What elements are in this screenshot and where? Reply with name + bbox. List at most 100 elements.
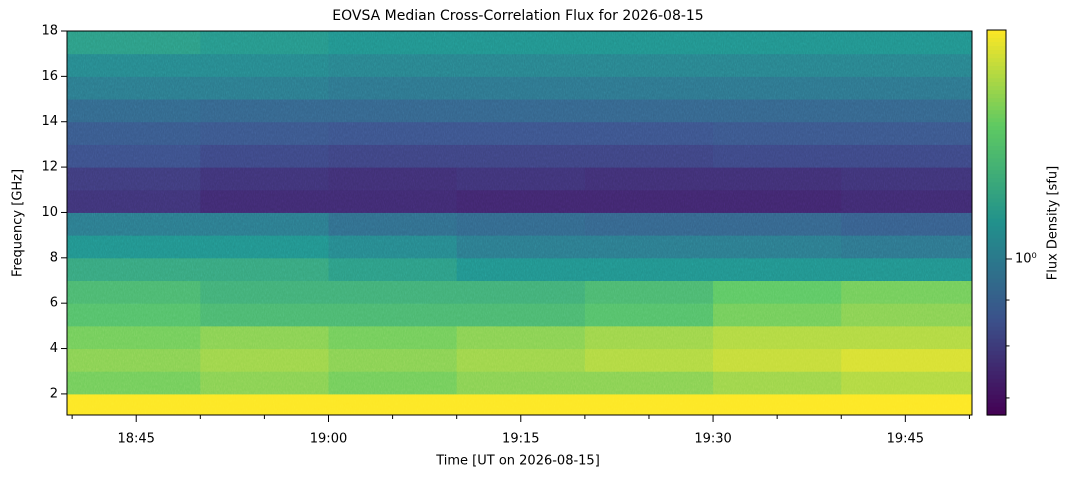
colorbar-band bbox=[987, 190, 1006, 196]
colorbar-band bbox=[987, 318, 1006, 324]
colorbar-band bbox=[987, 402, 1006, 408]
colorbar-band bbox=[987, 370, 1006, 376]
colorbar-band bbox=[987, 110, 1006, 115]
colorbar-band bbox=[987, 38, 1006, 43]
colorbar-band bbox=[987, 174, 1006, 179]
colorbar-band bbox=[987, 46, 1006, 51]
colorbar-band bbox=[987, 286, 1006, 292]
colorbar-band bbox=[987, 230, 1006, 236]
colorbar-band bbox=[987, 182, 1006, 188]
colorbar-band bbox=[987, 74, 1006, 79]
colorbar-band bbox=[987, 66, 1006, 71]
colorbar-band bbox=[987, 50, 1006, 55]
colorbar-band bbox=[987, 226, 1006, 232]
y-tick-label: 16 bbox=[41, 69, 58, 84]
colorbar-band bbox=[987, 186, 1006, 192]
colorbar-band bbox=[987, 70, 1006, 75]
colorbar-band bbox=[987, 382, 1006, 388]
colorbar-band bbox=[987, 126, 1006, 131]
colorbar-band bbox=[987, 146, 1006, 151]
colorbar-band bbox=[987, 234, 1006, 240]
x-tick-label: 19:00 bbox=[310, 432, 347, 447]
y-tick-label: 6 bbox=[50, 296, 58, 311]
colorbar-band bbox=[987, 222, 1006, 228]
colorbar-band bbox=[987, 54, 1006, 59]
colorbar-band bbox=[987, 130, 1006, 135]
colorbar-band bbox=[987, 238, 1006, 244]
colorbar-band bbox=[987, 94, 1006, 99]
colorbar-band bbox=[987, 390, 1006, 396]
colorbar-band bbox=[987, 358, 1006, 364]
colorbar-band bbox=[987, 334, 1006, 340]
y-tick-label: 18 bbox=[41, 24, 58, 39]
colorbar-band bbox=[987, 262, 1006, 268]
colorbar-band bbox=[987, 246, 1006, 252]
colorbar-band bbox=[987, 62, 1006, 67]
colorbar-label: Flux Density [sfu] bbox=[1046, 166, 1061, 280]
colorbar-band bbox=[987, 78, 1006, 83]
colorbar-band bbox=[987, 250, 1006, 256]
colorbar-band bbox=[987, 86, 1006, 91]
colorbar-band bbox=[987, 266, 1006, 272]
colorbar-band bbox=[987, 310, 1006, 316]
colorbar-band bbox=[987, 142, 1006, 147]
colorbar-band bbox=[987, 338, 1006, 344]
colorbar-band bbox=[987, 394, 1006, 400]
colorbar-band bbox=[987, 362, 1006, 368]
colorbar-band bbox=[987, 154, 1006, 159]
y-axis-label: Frequency [GHz] bbox=[11, 169, 26, 277]
colorbar-band bbox=[987, 330, 1006, 336]
colorbar-band bbox=[987, 346, 1006, 352]
y-tick-label: 8 bbox=[50, 250, 58, 265]
colorbar-band bbox=[987, 162, 1006, 167]
x-tick-label: 19:45 bbox=[887, 432, 924, 447]
colorbar-band bbox=[987, 34, 1006, 39]
x-tick-label: 19:15 bbox=[502, 432, 539, 447]
colorbar-band bbox=[987, 378, 1006, 384]
colorbar-band bbox=[987, 158, 1006, 163]
colorbar-band bbox=[987, 278, 1006, 284]
colorbar-band bbox=[987, 118, 1006, 123]
colorbar-band bbox=[987, 214, 1006, 220]
colorbar-band bbox=[987, 30, 1006, 35]
colorbar-band bbox=[987, 122, 1006, 127]
colorbar-band bbox=[987, 350, 1006, 356]
colorbar-tick-label: 10⁰ bbox=[1015, 251, 1037, 266]
colorbar-band bbox=[987, 366, 1006, 372]
colorbar-band bbox=[987, 258, 1006, 264]
colorbar-band bbox=[987, 98, 1006, 103]
colorbar-band bbox=[987, 198, 1006, 204]
chart-title: EOVSA Median Cross-Correlation Flux for … bbox=[332, 8, 703, 24]
colorbar-band bbox=[987, 302, 1006, 308]
colorbar-band bbox=[987, 326, 1006, 332]
y-tick-label: 14 bbox=[41, 114, 58, 129]
colorbar-band bbox=[987, 106, 1006, 111]
colorbar-band bbox=[987, 374, 1006, 380]
y-tick-label: 10 bbox=[41, 205, 58, 220]
colorbar-band bbox=[987, 102, 1006, 107]
colorbar-band bbox=[987, 314, 1006, 320]
colorbar-band bbox=[987, 42, 1006, 47]
colorbar-band bbox=[987, 202, 1006, 208]
colorbar-band bbox=[987, 134, 1006, 139]
colorbar-band bbox=[987, 138, 1006, 143]
colorbar-band bbox=[987, 170, 1006, 175]
colorbar-band bbox=[987, 58, 1006, 63]
colorbar-band bbox=[987, 114, 1006, 119]
colorbar-band bbox=[987, 398, 1006, 404]
colorbar-band bbox=[987, 270, 1006, 276]
y-tick-label: 2 bbox=[50, 386, 58, 401]
colorbar bbox=[987, 30, 1006, 416]
colorbar-band bbox=[987, 322, 1006, 328]
colorbar-band bbox=[987, 282, 1006, 288]
plot-frame bbox=[66, 30, 973, 416]
colorbar-band bbox=[987, 90, 1006, 95]
colorbar-band bbox=[987, 342, 1006, 348]
colorbar-band bbox=[987, 354, 1006, 360]
colorbar-band bbox=[987, 386, 1006, 392]
colorbar-band bbox=[987, 194, 1006, 200]
y-tick-label: 12 bbox=[41, 160, 58, 175]
colorbar-band bbox=[987, 274, 1006, 280]
colorbar-band bbox=[987, 410, 1006, 416]
